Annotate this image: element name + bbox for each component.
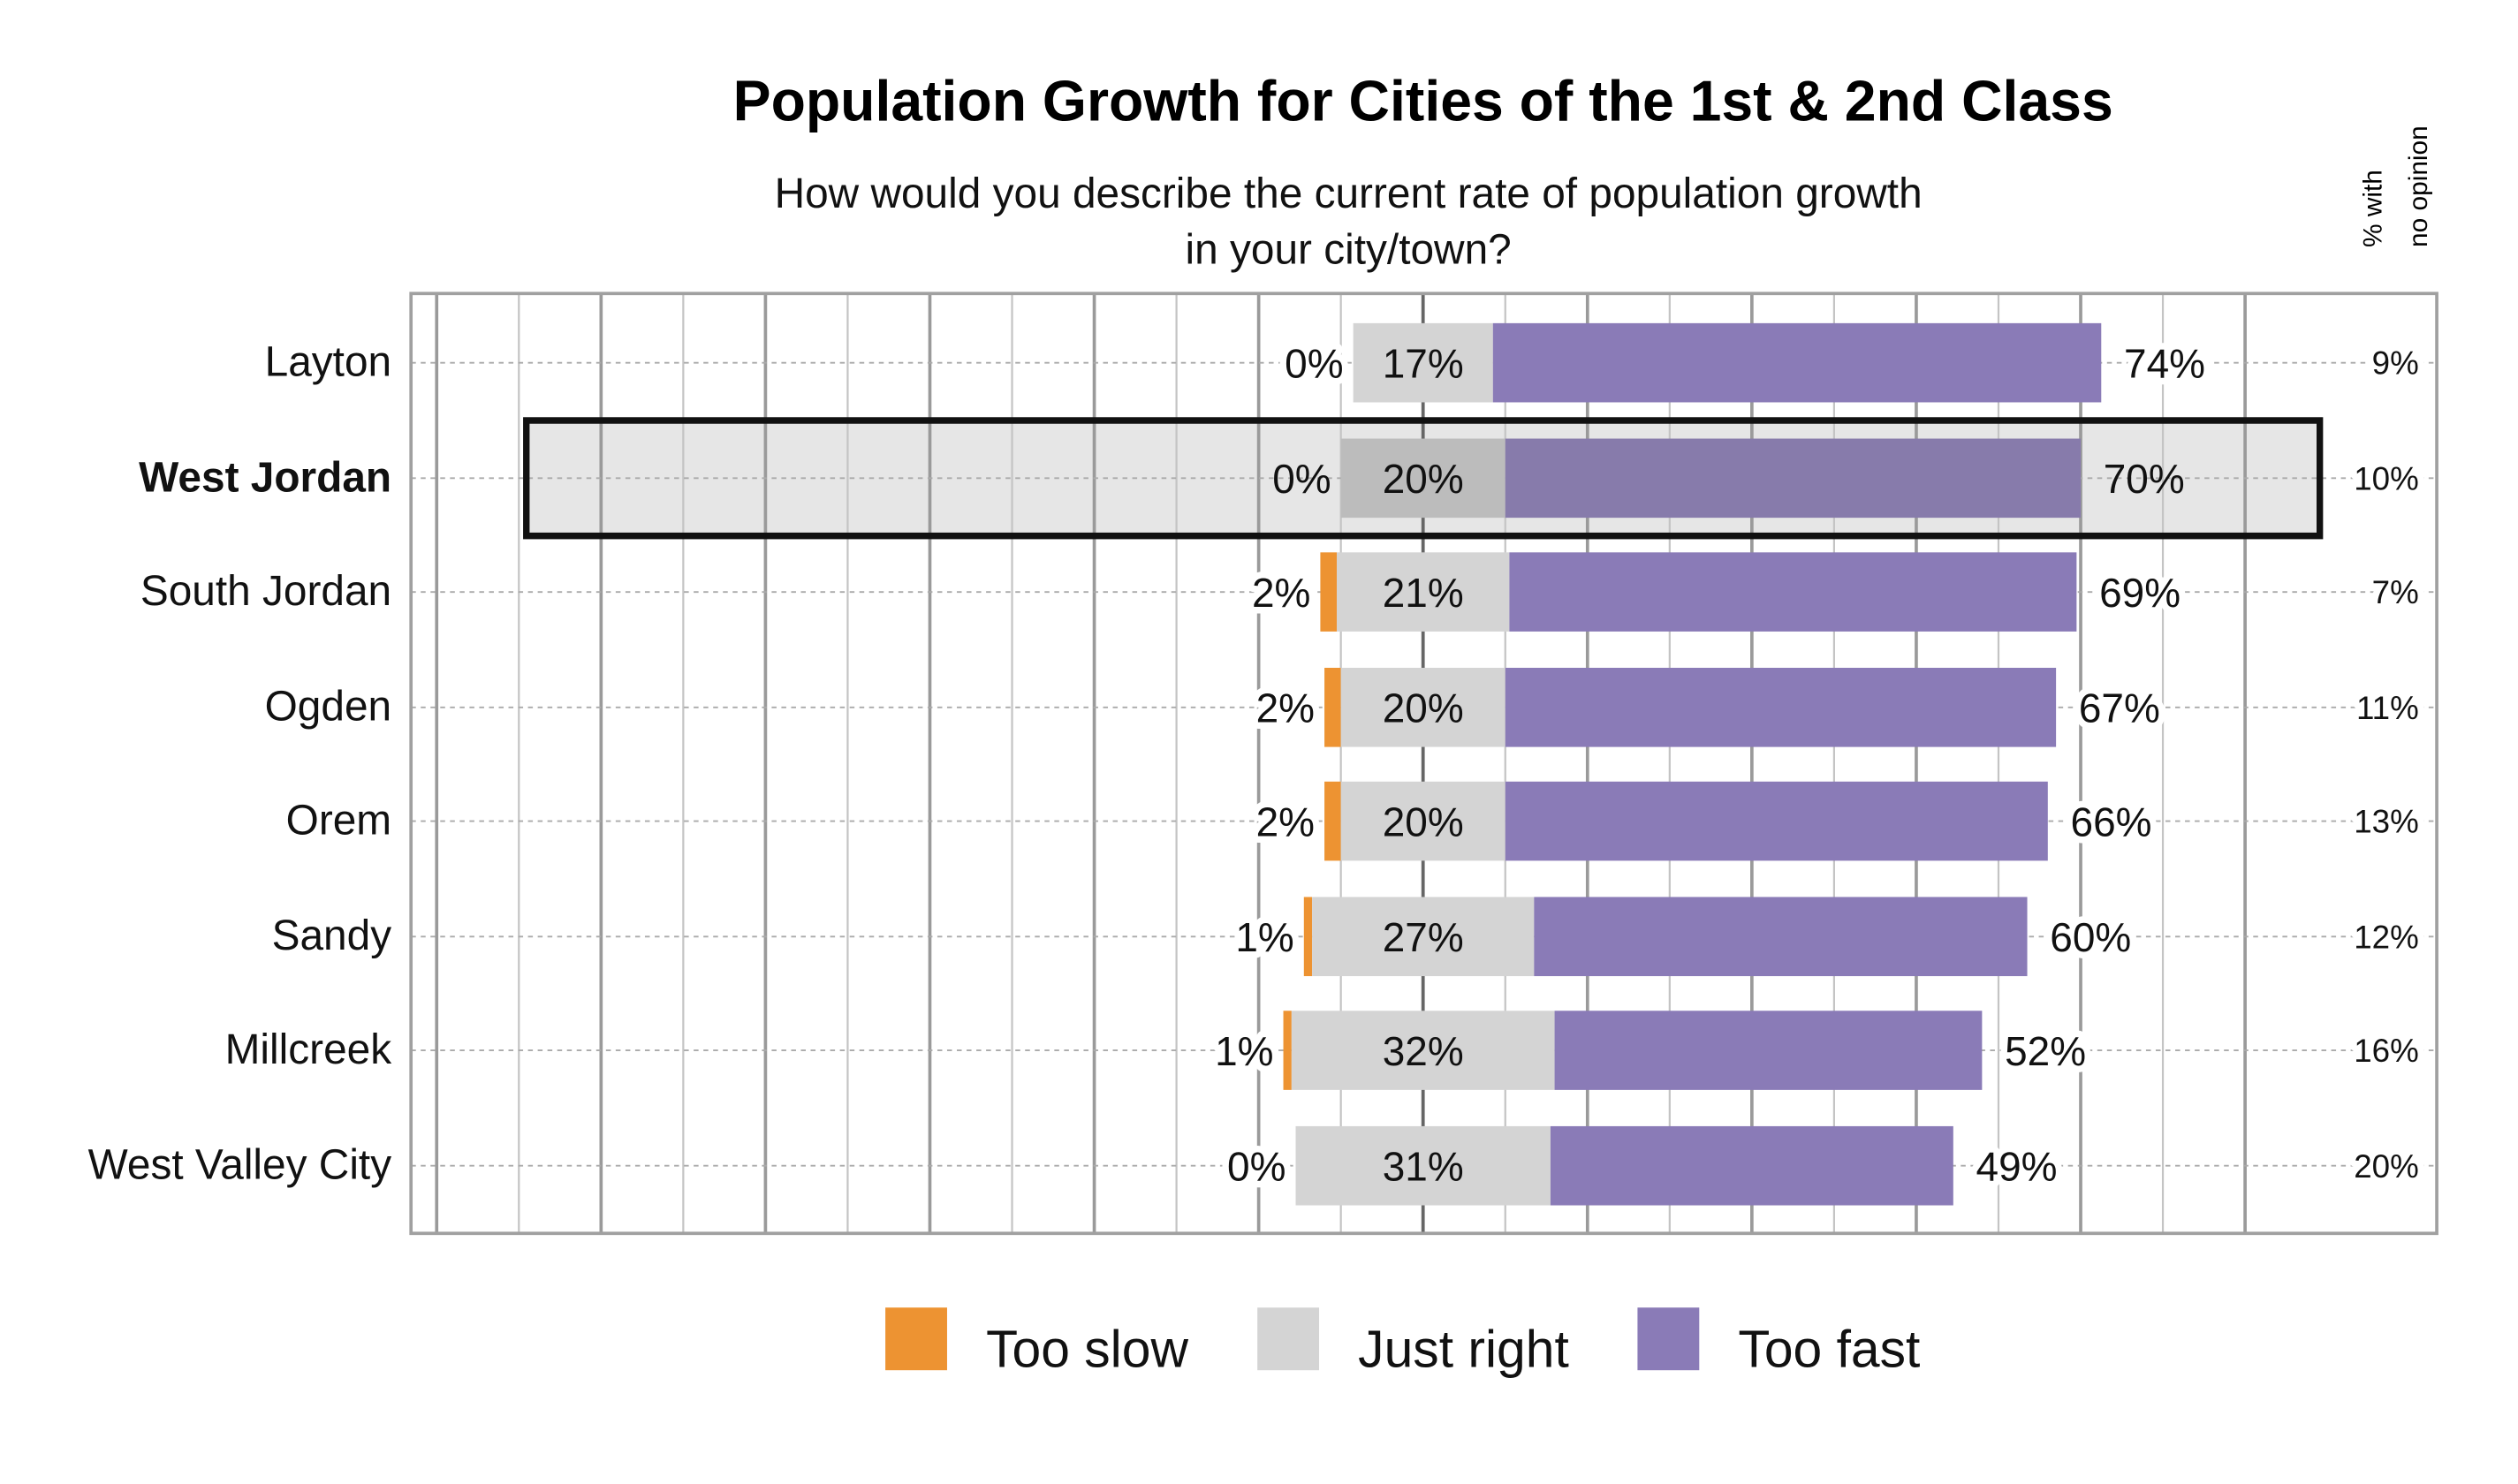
bar-too-fast: [1492, 322, 2102, 403]
just-right-label: 27%: [1383, 914, 1464, 960]
too-fast-label: 67%: [2079, 685, 2160, 731]
no-opinion-value: 9%: [2372, 344, 2419, 381]
too-slow-label: 0%: [1272, 456, 1331, 502]
just-right-label: 20%: [1383, 685, 1464, 731]
category-label: South Jordan: [140, 567, 391, 615]
bar-just-right: [1340, 781, 1505, 861]
just-right-label: 32%: [1383, 1028, 1464, 1074]
no-opinion-value: 12%: [2354, 918, 2419, 955]
bar-too-slow: [1283, 1011, 1292, 1090]
chart-title: Population Growth for Cities of the 1st …: [733, 68, 2113, 133]
too-fast-label: 70%: [2104, 456, 2185, 502]
too-slow-label: 1%: [1215, 1028, 1273, 1074]
too-slow-label: 0%: [1285, 340, 1343, 386]
too-fast-label: 60%: [2050, 914, 2131, 960]
too-slow-label: 1%: [1235, 914, 1293, 960]
no-opinion-header-line2: no opinion: [2404, 125, 2433, 247]
too-fast-label: 49%: [1976, 1143, 2058, 1189]
chart-subtitle-line2: in your city/town?: [1186, 225, 1512, 273]
highlight-box: [523, 417, 2324, 540]
bar-too-fast: [1550, 1125, 1953, 1206]
category-label: West Jordan: [139, 453, 391, 501]
just-right-label: 31%: [1383, 1143, 1464, 1189]
just-right-label: 20%: [1383, 456, 1464, 502]
bar-just-right: [1295, 1125, 1551, 1206]
category-label: Ogden: [265, 682, 391, 730]
just-right-label: 20%: [1383, 799, 1464, 844]
legend-swatch-too-slow: [885, 1307, 947, 1371]
bar-too-fast: [1554, 1011, 1983, 1090]
category-label: Sandy: [272, 912, 392, 959]
bar-too-slow: [1320, 552, 1338, 632]
chart-subtitle-line1: How would you describe the current rate …: [775, 170, 1923, 217]
category-label: Millcreek: [225, 1026, 392, 1073]
bar-just-right: [1291, 1011, 1555, 1090]
bar-just-right: [1340, 668, 1505, 747]
bar-too-slow: [1324, 668, 1341, 747]
bar-too-slow: [1324, 781, 1341, 861]
too-fast-label: 52%: [2005, 1028, 2086, 1074]
no-opinion-value: 7%: [2372, 573, 2419, 610]
no-opinion-value: 10%: [2354, 459, 2419, 496]
no-opinion-value: 11%: [2356, 689, 2419, 726]
just-right-label: 21%: [1383, 570, 1464, 616]
no-opinion-value: 13%: [2354, 802, 2419, 839]
no-opinion-value: 16%: [2354, 1032, 2419, 1069]
bar-too-fast: [1534, 897, 2028, 977]
bar-too-fast: [1505, 668, 2057, 747]
category-label: Layton: [265, 337, 391, 385]
just-right-label: 17%: [1383, 340, 1464, 386]
legend-swatch-just-right: [1257, 1307, 1320, 1371]
too-slow-label: 2%: [1256, 685, 1315, 731]
legend-swatch-too-fast: [1637, 1307, 1700, 1371]
bar-too-slow: [1303, 897, 1313, 977]
too-slow-label: 0%: [1227, 1143, 1286, 1189]
bar-just-right: [1312, 897, 1535, 977]
no-opinion-value: 20%: [2354, 1147, 2419, 1185]
too-slow-label: 2%: [1252, 570, 1310, 616]
bar-too-fast: [1505, 438, 2082, 519]
too-fast-label: 69%: [2099, 570, 2180, 616]
legend-label: Just right: [1358, 1319, 1569, 1379]
bar-too-fast: [1505, 781, 2048, 861]
bar-just-right: [1337, 552, 1510, 632]
too-slow-label: 2%: [1256, 799, 1315, 844]
no-opinion-header-line1: % with: [2359, 170, 2388, 247]
category-label: Orem: [286, 796, 391, 844]
legend-label: Too slow: [986, 1319, 1188, 1379]
too-fast-label: 66%: [2071, 799, 2152, 844]
bar-just-right: [1353, 322, 1493, 403]
bar-too-fast: [1509, 552, 2077, 632]
bar-just-right: [1340, 438, 1505, 519]
plot-area: 0% 17% 74% 9% Layton 0% 20% 70% 10% West Jordan 2%…: [88, 292, 2438, 1236]
legend-label: Too fast: [1738, 1319, 1921, 1379]
too-fast-label: 74%: [2124, 340, 2205, 386]
category-label: West Valley City: [88, 1140, 391, 1188]
plot-border: [409, 292, 2438, 1236]
legend: Too slow Just right Too fast: [885, 1307, 1921, 1379]
